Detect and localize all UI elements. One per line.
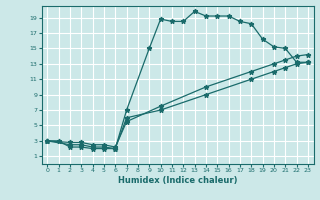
X-axis label: Humidex (Indice chaleur): Humidex (Indice chaleur) [118, 176, 237, 185]
